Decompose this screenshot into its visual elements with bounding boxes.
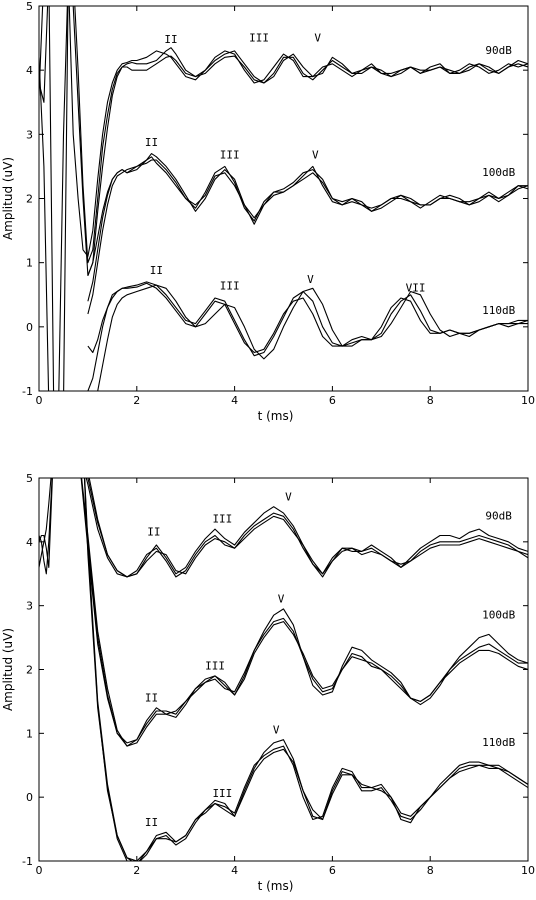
annotation-label: II — [147, 525, 160, 538]
annotation-label: III — [249, 31, 269, 44]
series-110dB-trace-3 — [83, 478, 528, 861]
y-tick-label: 4 — [26, 536, 33, 549]
y-tick-label: -1 — [22, 385, 33, 398]
annotation-label: II — [150, 264, 163, 277]
x-tick-label: 4 — [231, 864, 238, 877]
x-axis-label: t (ms) — [258, 879, 294, 893]
axes-frame — [38, 477, 529, 862]
annotation-label: VII — [406, 282, 426, 295]
y-tick-label: 4 — [26, 64, 33, 77]
series-90dB-trace-1 — [39, 6, 528, 277]
series-100dB-trace-2 — [80, 478, 528, 744]
y-tick-label: -1 — [22, 855, 33, 868]
x-axis-label: t (ms) — [258, 409, 294, 423]
y-tick-label: 5 — [26, 0, 33, 13]
annotation-label: 110dB — [482, 736, 515, 749]
annotation-label: V — [273, 723, 280, 736]
x-tick-label: 6 — [329, 864, 336, 877]
annotation-label: V — [314, 31, 321, 44]
y-tick-label: 2 — [26, 193, 33, 206]
y-tick-label: 3 — [26, 128, 33, 141]
series-90dB-trace-3 — [39, 6, 528, 391]
x-tick-label: 8 — [427, 864, 434, 877]
plot-area — [39, 478, 528, 861]
annotation-label: V — [285, 490, 292, 503]
annotation-label: 100dB — [482, 166, 515, 179]
annotation-label: V — [278, 592, 285, 605]
annotation-label: 110dB — [482, 304, 515, 317]
series-90dB-trace-1 — [39, 478, 528, 578]
y-tick-label: 0 — [26, 321, 33, 334]
annotation-label: III — [205, 660, 225, 673]
annotation-label: 90dB — [485, 509, 512, 522]
x-tick-label: 0 — [36, 864, 43, 877]
series-110dB-trace-1 — [84, 478, 528, 861]
plot-area — [39, 6, 528, 391]
annotation-label: II — [145, 816, 158, 829]
x-tick-label: 10 — [521, 394, 535, 407]
annotation-label: 100dB — [482, 608, 515, 621]
series-110dB-trace-1 — [87, 282, 528, 354]
annotation-label: II — [164, 33, 177, 46]
x-tick-label: 6 — [329, 394, 336, 407]
x-tick-label: 8 — [427, 394, 434, 407]
series-90dB-trace-3 — [39, 478, 528, 578]
series-100dB-trace-3 — [81, 478, 528, 747]
y-tick-label: 2 — [26, 664, 33, 677]
y-tick-label: 1 — [26, 257, 33, 270]
y-tick-label: 5 — [26, 472, 33, 485]
annotation-label: III — [220, 149, 240, 162]
y-tick-label: 0 — [26, 791, 33, 804]
annotation-label: III — [220, 280, 240, 293]
series-110dB-trace-2 — [87, 281, 528, 391]
series-100dB-trace-1 — [87, 153, 528, 276]
annotation-label: III — [212, 513, 232, 526]
series-110dB-trace-3 — [97, 284, 528, 391]
y-axis-label: Amplitud (uV) — [1, 628, 15, 711]
x-tick-label: 10 — [521, 864, 535, 877]
series-100dB-trace-3 — [87, 159, 528, 315]
annotation-label: II — [145, 136, 158, 149]
annotation-label: III — [212, 787, 232, 800]
x-tick-label: 4 — [231, 394, 238, 407]
y-tick-label: 3 — [26, 600, 33, 613]
annotation-label: II — [145, 691, 158, 704]
annotation-label: V — [307, 273, 314, 286]
y-axis-label: Amplitud (uV) — [1, 157, 15, 240]
series-90dB-trace-2 — [39, 478, 528, 578]
x-tick-label: 2 — [133, 394, 140, 407]
axes-frame — [38, 5, 529, 392]
annotation-label: 90dB — [485, 44, 512, 57]
x-tick-label: 0 — [36, 394, 43, 407]
annotation-label: V — [312, 149, 319, 162]
y-tick-label: 1 — [26, 727, 33, 740]
x-tick-label: 2 — [133, 864, 140, 877]
series-90dB-trace-2 — [39, 6, 528, 391]
